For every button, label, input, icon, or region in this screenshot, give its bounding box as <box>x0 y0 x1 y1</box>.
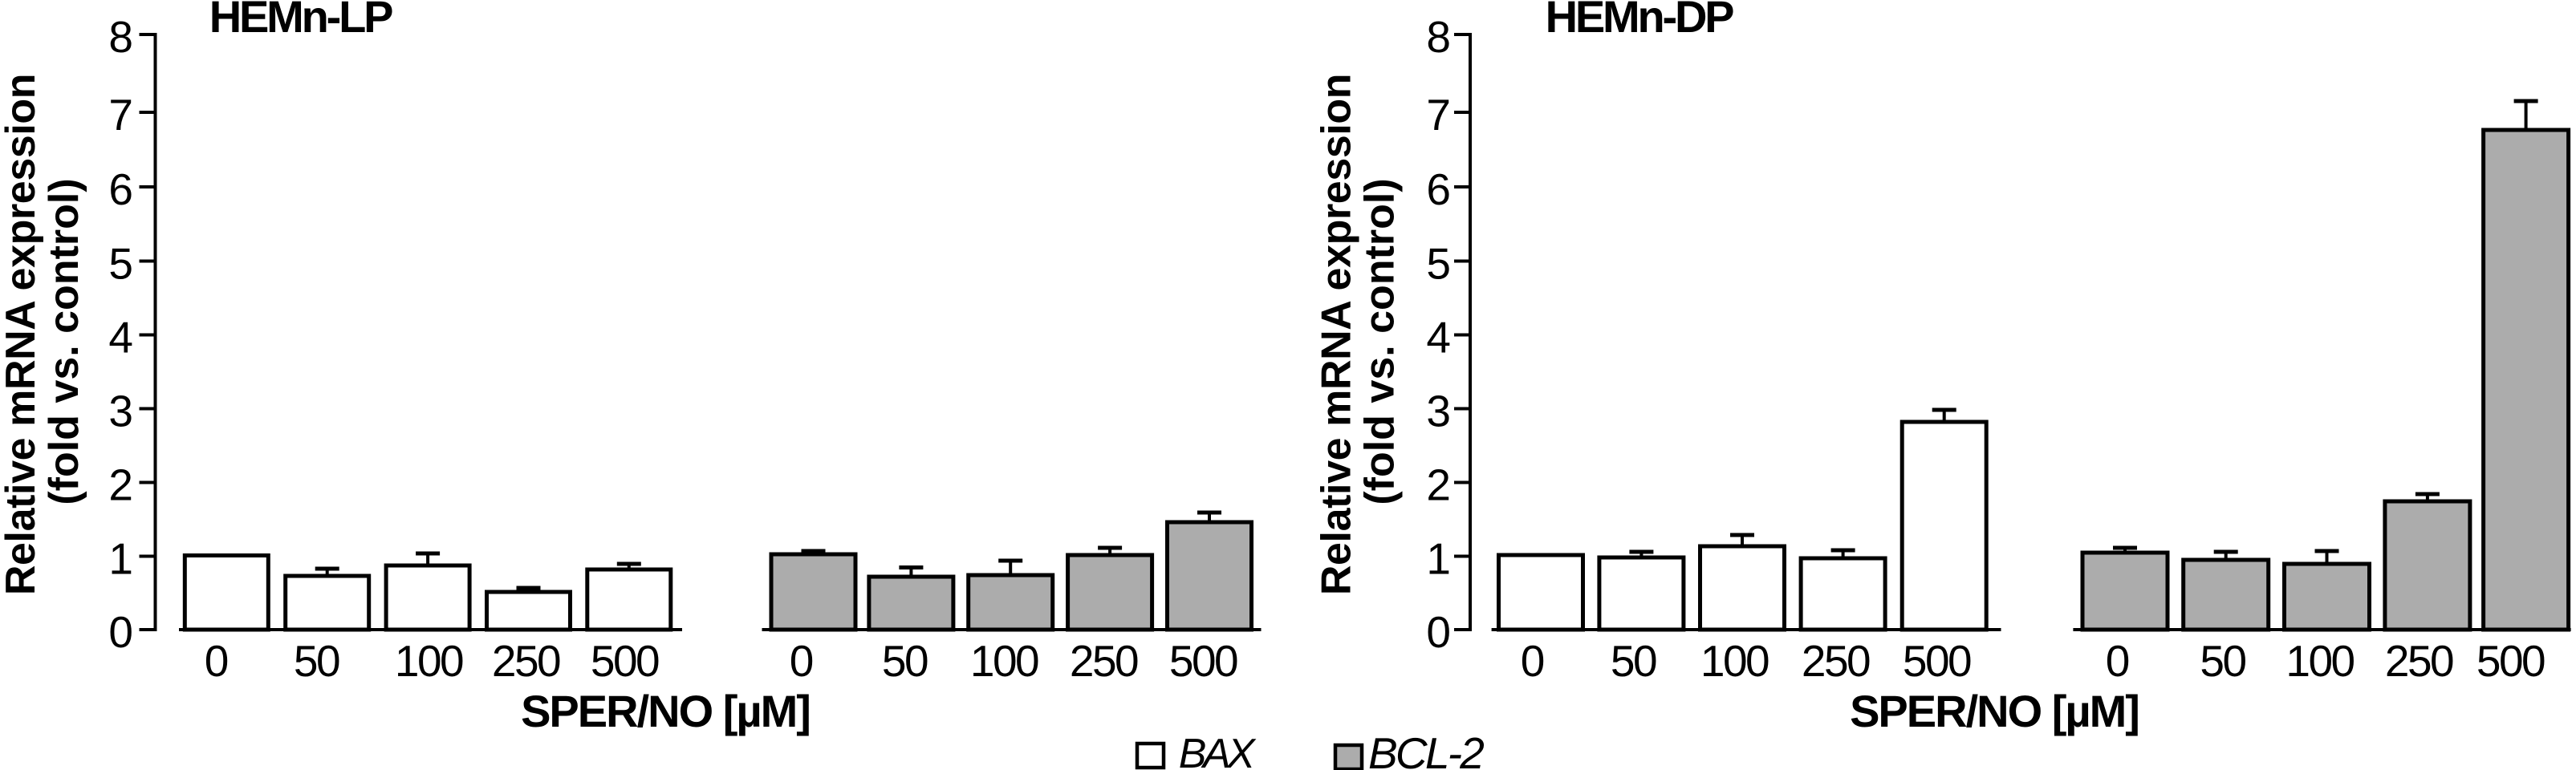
svg-text:8: 8 <box>108 12 133 62</box>
svg-text:100: 100 <box>1700 636 1769 686</box>
svg-text:250: 250 <box>492 636 560 686</box>
svg-text:3: 3 <box>1426 387 1451 436</box>
svg-text:1: 1 <box>108 534 133 584</box>
svg-text:7: 7 <box>1426 90 1451 140</box>
svg-text:0: 0 <box>1426 607 1451 657</box>
svg-text:500: 500 <box>591 636 659 686</box>
svg-text:100: 100 <box>2285 636 2354 686</box>
svg-text:4: 4 <box>1426 313 1451 363</box>
svg-text:500: 500 <box>1169 636 1237 686</box>
svg-text:0: 0 <box>790 636 815 686</box>
svg-text:0: 0 <box>205 636 230 686</box>
svg-text:(fold vs. control): (fold vs. control) <box>1357 178 1404 505</box>
svg-text:50: 50 <box>1611 636 1656 686</box>
svg-text:0: 0 <box>108 607 133 657</box>
svg-text:HEMn-LP: HEMn-LP <box>209 0 392 42</box>
svg-text:2: 2 <box>108 460 133 510</box>
svg-text:100: 100 <box>970 636 1038 686</box>
svg-text:0: 0 <box>2106 636 2131 686</box>
svg-text:BCL-2: BCL-2 <box>1368 728 1484 770</box>
svg-text:5: 5 <box>1426 239 1451 289</box>
svg-text:0: 0 <box>1521 636 1546 686</box>
svg-text:(fold vs. control): (fold vs. control) <box>41 178 87 505</box>
svg-text:SPER/NO [µM]: SPER/NO [µM] <box>1850 686 2139 736</box>
svg-text:500: 500 <box>2476 636 2545 686</box>
svg-text:7: 7 <box>108 90 133 140</box>
svg-text:BAX: BAX <box>1179 731 1257 770</box>
svg-text:500: 500 <box>1903 636 1971 686</box>
svg-text:250: 250 <box>2385 636 2453 686</box>
svg-text:HEMn-DP: HEMn-DP <box>1546 0 1734 42</box>
svg-text:3: 3 <box>108 387 133 436</box>
svg-text:50: 50 <box>2200 636 2245 686</box>
svg-text:SPER/NO [µM]: SPER/NO [µM] <box>521 686 810 736</box>
svg-text:5: 5 <box>108 239 133 289</box>
svg-text:50: 50 <box>294 636 339 686</box>
svg-text:50: 50 <box>882 636 928 686</box>
svg-text:250: 250 <box>1070 636 1138 686</box>
svg-text:Relative mRNA expression: Relative mRNA expression <box>1314 74 1360 595</box>
svg-text:100: 100 <box>395 636 463 686</box>
svg-text:250: 250 <box>1802 636 1870 686</box>
svg-text:6: 6 <box>108 164 133 214</box>
svg-text:6: 6 <box>1426 164 1451 214</box>
svg-text:1: 1 <box>1426 534 1451 584</box>
svg-text:8: 8 <box>1426 12 1451 62</box>
svg-text:Relative mRNA expression: Relative mRNA expression <box>0 74 44 595</box>
svg-text:4: 4 <box>108 313 133 363</box>
svg-text:2: 2 <box>1426 460 1451 510</box>
